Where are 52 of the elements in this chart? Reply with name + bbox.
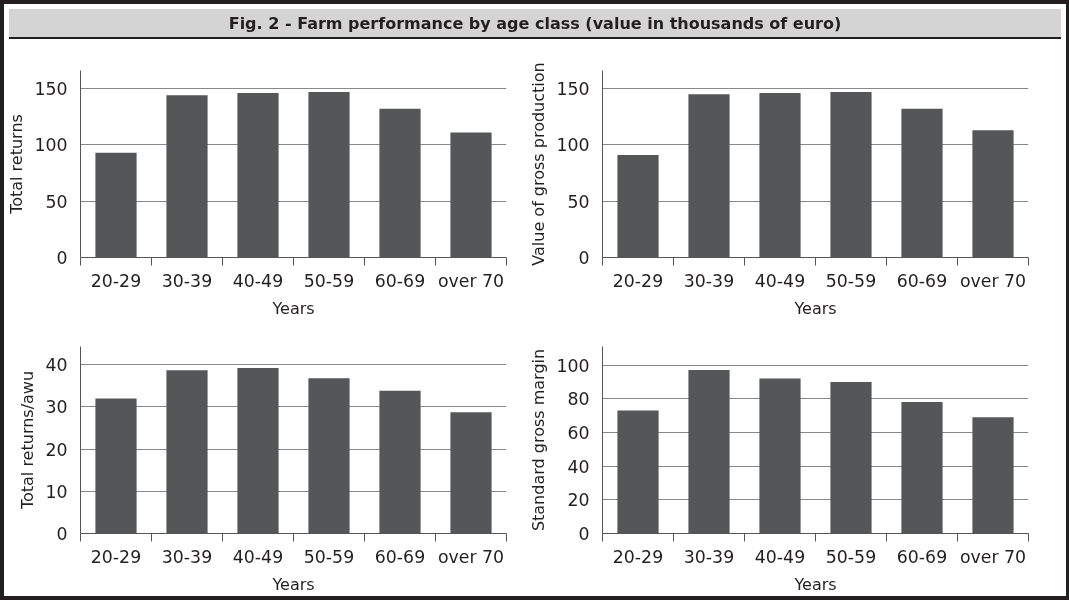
- x-tick-label: 60-69: [374, 270, 426, 291]
- x-axis-title: Years: [271, 298, 315, 318]
- y-tick-label: 10: [45, 481, 68, 502]
- x-tick-label: over 70: [959, 270, 1027, 291]
- x-tick-label: 20-29: [612, 546, 664, 567]
- x-tick-label: 30-39: [683, 546, 735, 567]
- x-tick-label: 40-49: [754, 270, 806, 291]
- y-axis-title: Total returns: [7, 114, 27, 215]
- y-tick-label: 40: [567, 456, 590, 477]
- x-tick-label: 40-49: [754, 546, 806, 567]
- x-tick-label: 20-29: [612, 270, 664, 291]
- y-axis-title: Total returns/awu: [18, 370, 38, 511]
- y-tick-label: 50: [567, 191, 590, 212]
- x-tick-label: 40-49: [232, 546, 284, 567]
- y-tick-label: 40: [45, 355, 68, 376]
- x-tick-label: 20-29: [90, 546, 142, 567]
- y-axis-title: Value of gross production: [529, 62, 549, 266]
- x-tick-label: 50-59: [303, 270, 355, 291]
- x-tick-label: 30-39: [161, 270, 213, 291]
- y-tick-label: 100: [34, 135, 68, 156]
- y-tick-label: 20: [45, 439, 68, 460]
- x-tick-label: 60-69: [896, 546, 948, 567]
- y-tick-label: 60: [567, 422, 590, 443]
- x-tick-label: over 70: [959, 546, 1027, 567]
- y-tick-label: 100: [556, 355, 590, 376]
- x-tick-label: 40-49: [232, 270, 284, 291]
- x-axis-title: Years: [793, 574, 837, 594]
- y-tick-label: 80: [567, 389, 590, 410]
- y-tick-label: 0: [56, 248, 68, 268]
- y-tick-label: 0: [578, 248, 590, 268]
- x-tick-label: 60-69: [896, 270, 948, 291]
- x-tick-label: 30-39: [683, 270, 735, 291]
- y-tick-label: 30: [45, 397, 68, 418]
- x-tick-label: over 70: [437, 546, 505, 567]
- chart-title: Fig. 2 - Farm performance by age class (value in thousands of euro): [228, 13, 842, 35]
- x-tick-label: 30-39: [161, 546, 213, 567]
- y-tick-label: 20: [567, 490, 590, 511]
- x-tick-label: 60-69: [374, 546, 426, 567]
- y-tick-label: 0: [56, 524, 68, 544]
- x-tick-label: 50-59: [825, 270, 877, 291]
- x-tick-label: 20-29: [90, 270, 142, 291]
- y-tick-label: 150: [34, 79, 68, 100]
- x-axis-title: Years: [793, 298, 837, 318]
- x-axis-title: Years: [271, 574, 315, 594]
- x-tick-label: over 70: [437, 270, 505, 291]
- y-axis-title: Standard gross margin: [529, 348, 549, 532]
- x-tick-label: 50-59: [825, 546, 877, 567]
- x-tick-label: 50-59: [303, 546, 355, 567]
- y-tick-label: 0: [578, 524, 590, 544]
- y-tick-label: 150: [556, 79, 590, 100]
- y-tick-label: 100: [556, 135, 590, 156]
- y-tick-label: 50: [45, 191, 68, 212]
